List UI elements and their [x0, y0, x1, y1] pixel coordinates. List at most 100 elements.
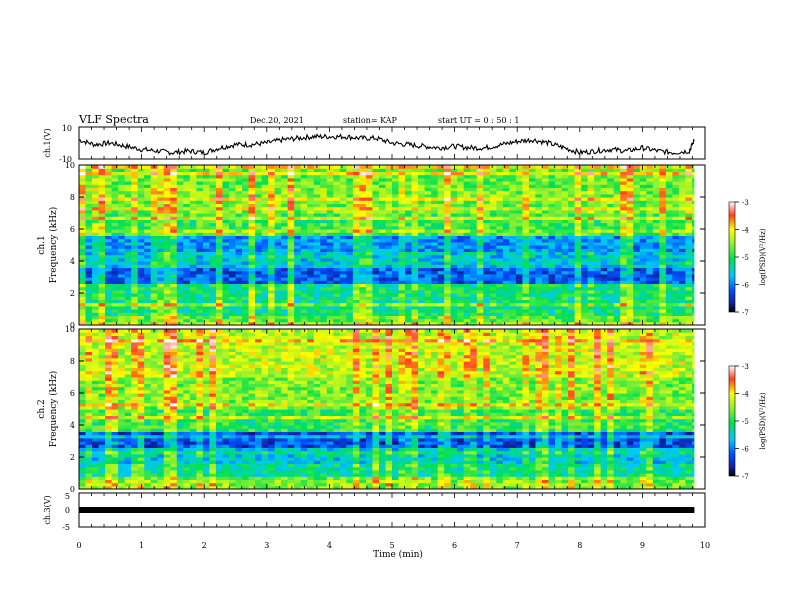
- spectrogram-cell: [85, 402, 93, 407]
- spectrogram-cell: [92, 367, 100, 372]
- spectrogram-cell: [437, 286, 445, 291]
- ch1-spectrogram-ylabel-frequency: Frequency (kHz): [48, 207, 59, 284]
- spectrogram-cell: [665, 277, 673, 281]
- spectrogram-cell: [424, 238, 432, 243]
- spectrogram-cell: [300, 197, 308, 201]
- spectrogram-cell: [392, 318, 400, 323]
- spectrogram-cell: [170, 254, 178, 259]
- spectrogram-cell: [261, 286, 269, 291]
- spectrogram-cell: [131, 229, 139, 233]
- spectrogram-cell: [568, 206, 576, 211]
- spectrogram-cell: [307, 216, 315, 220]
- spectrogram-cell: [522, 206, 530, 211]
- spectrogram-cell: [105, 187, 113, 192]
- spectrogram-cell: [528, 299, 537, 304]
- spectrogram-cell: [555, 171, 563, 176]
- spectrogram-cell: [202, 251, 211, 256]
- spectrogram-cell: [131, 232, 139, 236]
- spectrogram-cell: [339, 283, 347, 288]
- spectrogram-cell: [215, 257, 224, 262]
- spectrogram-cell: [307, 315, 315, 320]
- spectrogram-cell: [541, 197, 550, 201]
- spectrogram-cell: [105, 248, 113, 252]
- spectrogram-cell: [228, 305, 237, 310]
- spectrogram-cell: [600, 222, 608, 227]
- spectrogram-cell: [672, 184, 680, 188]
- spectrogram-cell: [359, 193, 367, 198]
- spectrogram-cell: [300, 181, 308, 185]
- spectrogram-cell: [574, 232, 582, 236]
- spectrogram-cell: [248, 181, 256, 185]
- spectrogram-cell: [222, 280, 230, 284]
- spectrogram-cell: [587, 174, 595, 179]
- spectrogram-cell: [307, 193, 315, 198]
- spectrogram-cell: [639, 261, 647, 265]
- spectrogram-cell: [672, 254, 680, 259]
- spectrogram-cell: [313, 219, 321, 224]
- spectrogram-cell: [398, 171, 406, 176]
- spectrogram-cell: [587, 299, 595, 304]
- spectrogram-cell: [411, 251, 419, 256]
- spectrogram-cell: [659, 312, 667, 316]
- spectrogram-cell: [581, 261, 589, 265]
- spectrogram-cell: [111, 222, 119, 227]
- spectrogram-cell: [137, 225, 145, 230]
- spectrogram-cell: [313, 241, 321, 246]
- spectrogram-cell: [98, 277, 106, 281]
- spectrogram-cell: [170, 190, 178, 195]
- spectrogram-cell: [385, 305, 393, 310]
- spectrogram-cell: [98, 482, 106, 487]
- spectrogram-cell: [528, 232, 537, 236]
- spectrogram-cell: [470, 321, 478, 325]
- spectrogram-cell: [307, 283, 315, 288]
- spectrogram-cell: [574, 245, 582, 249]
- spectrogram-cell: [307, 213, 315, 217]
- spectrogram-cell: [320, 280, 328, 284]
- spectrogram-cell: [326, 229, 334, 233]
- spectrogram-cell: [587, 305, 595, 310]
- spectrogram-cell: [118, 222, 126, 227]
- spectrogram-cell: [463, 283, 471, 288]
- spectrogram-cell: [248, 229, 256, 233]
- spectrogram-cell: [574, 209, 582, 214]
- spectrogram-cell: [92, 302, 100, 307]
- spectrogram-cell: [392, 168, 400, 172]
- spectrogram-cell: [157, 293, 165, 297]
- spectrogram-cell: [215, 222, 224, 227]
- spectrogram-cell: [652, 213, 660, 217]
- spectrogram-cell: [515, 267, 524, 272]
- spectrogram-cell: [548, 283, 556, 288]
- spectrogram-cell: [215, 261, 224, 265]
- spectrogram-cell: [541, 273, 550, 278]
- spectrogram-cell: [392, 213, 400, 217]
- spectrogram-cell: [535, 254, 543, 259]
- spectrogram-cell: [489, 187, 497, 192]
- spectrogram-cell: [568, 181, 576, 185]
- spectrogram-cell: [268, 283, 276, 288]
- spectrogram-cell: [248, 283, 256, 288]
- spectrogram-cell: [79, 232, 87, 236]
- spectrogram-cell: [561, 193, 569, 198]
- spectrogram-cell: [509, 184, 517, 188]
- spectrogram-cell: [261, 193, 269, 198]
- spectrogram-cell: [411, 273, 419, 278]
- spectrogram-cell: [450, 273, 458, 278]
- spectrogram-cell: [581, 241, 589, 246]
- spectrogram-cell: [424, 200, 432, 204]
- spectrogram-cell: [85, 450, 93, 455]
- spectrogram-cell: [274, 270, 282, 275]
- spectrogram-cell: [659, 213, 667, 217]
- spectrogram-cell: [633, 171, 641, 176]
- spectrogram-cell: [150, 309, 158, 313]
- spectrogram-cell: [111, 286, 119, 291]
- ch1-waveform-ytick-top: 10: [62, 124, 72, 133]
- spectrogram-cell: [92, 354, 100, 359]
- spectrogram-cell: [672, 225, 680, 230]
- spectrogram-cell: [450, 203, 458, 208]
- spectrogram-cell: [378, 245, 387, 249]
- spectrogram-cell: [587, 165, 595, 169]
- spectrogram-cell: [470, 168, 478, 172]
- spectrogram-cell: [85, 386, 93, 391]
- spectrogram-cell: [509, 171, 517, 176]
- spectrogram-cell: [457, 229, 465, 233]
